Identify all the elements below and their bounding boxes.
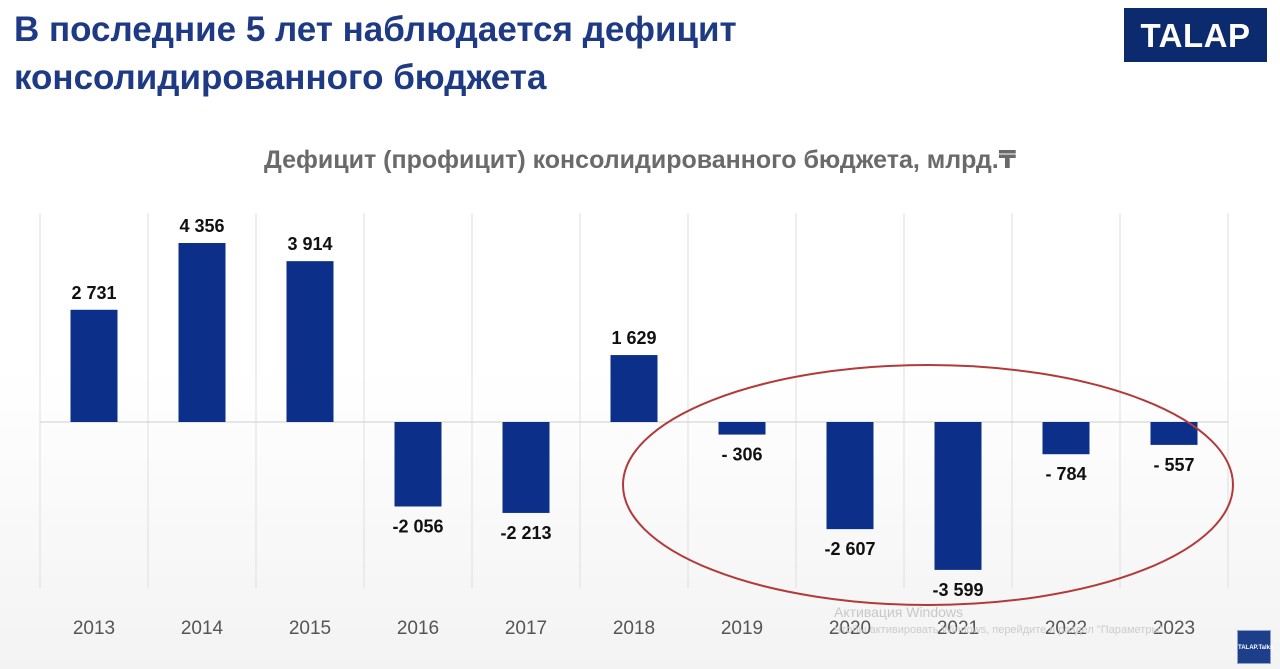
data-label-2018: 1 629 bbox=[611, 328, 656, 348]
x-tick-2019: 2019 bbox=[721, 618, 763, 639]
x-tick-2021: 2021 bbox=[937, 618, 979, 639]
data-label-2022: - 784 bbox=[1045, 464, 1086, 484]
x-tick-2023: 2023 bbox=[1153, 618, 1195, 639]
bar-2016 bbox=[394, 422, 442, 507]
bar-2023 bbox=[1150, 422, 1198, 445]
x-tick-2014: 2014 bbox=[181, 618, 224, 639]
bar-2020 bbox=[826, 422, 874, 530]
data-label-2014: 4 356 bbox=[179, 216, 224, 236]
windows-activation-hint: Чтобы активировать Windows, перейдите в … bbox=[834, 624, 1167, 636]
bar-2022 bbox=[1042, 422, 1090, 455]
data-label-2016: -2 056 bbox=[392, 516, 443, 536]
bar-2017 bbox=[502, 422, 550, 513]
data-label-2017: -2 213 bbox=[500, 523, 551, 543]
bar-2013 bbox=[70, 309, 118, 422]
data-label-2019: - 306 bbox=[721, 445, 762, 465]
slide-title: В последние 5 лет наблюдается дефицит ко… bbox=[14, 10, 737, 97]
corner-logo: TALAP.Talks bbox=[1237, 630, 1273, 664]
chart-title: Дефицит (профицит) консолидированного бю… bbox=[263, 146, 1017, 174]
x-tick-2013: 2013 bbox=[73, 618, 115, 639]
chart-x-tick-labels: 2013 2014 2015 2016 2017 2018 2019 2020 2021 2022… bbox=[73, 618, 1195, 639]
x-tick-2016: 2016 bbox=[397, 618, 439, 639]
data-label-2021: -3 599 bbox=[932, 580, 983, 600]
chart-data-labels: 2 731 4 356 3 914 -2 056 -2 213 1 629 - 306 -2 … bbox=[71, 216, 1194, 600]
data-label-2015: 3 914 bbox=[287, 234, 332, 254]
data-label-2013: 2 731 bbox=[71, 283, 116, 303]
talap-logo: TALAP bbox=[1124, 8, 1267, 62]
windows-activation-watermark: Активация Windows bbox=[834, 604, 964, 620]
bar-2021 bbox=[934, 422, 982, 570]
bar-2014 bbox=[178, 243, 226, 422]
bar-2019 bbox=[718, 422, 766, 435]
bar-2018 bbox=[610, 355, 658, 422]
bar-2015 bbox=[286, 261, 334, 422]
x-tick-2018: 2018 bbox=[613, 618, 655, 639]
chart-gridlines bbox=[39, 213, 1229, 588]
highlight-ellipse bbox=[622, 364, 1234, 606]
data-label-2020: -2 607 bbox=[824, 539, 875, 559]
x-tick-2022: 2022 bbox=[1045, 618, 1087, 639]
x-tick-2015: 2015 bbox=[289, 618, 331, 639]
x-tick-2020: 2020 bbox=[829, 618, 871, 639]
x-tick-2017: 2017 bbox=[505, 618, 547, 639]
chart-bars bbox=[70, 243, 1198, 570]
data-label-2023: - 557 bbox=[1153, 455, 1194, 475]
